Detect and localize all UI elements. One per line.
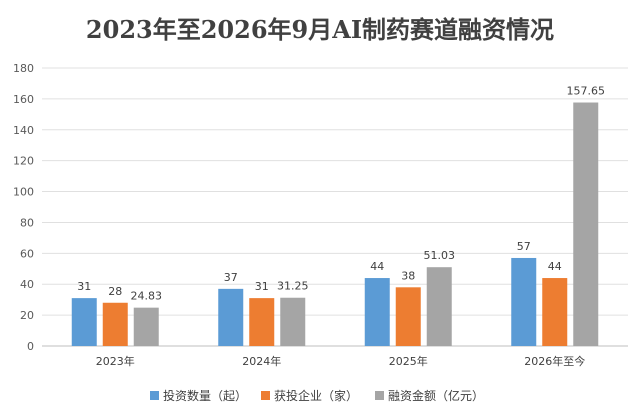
data-label: 57	[517, 240, 531, 253]
x-tick-label: 2025年	[389, 354, 428, 368]
legend-swatch	[375, 391, 384, 400]
data-label: 31.25	[277, 280, 309, 293]
bar	[249, 298, 275, 346]
bar	[542, 278, 568, 346]
bar	[573, 102, 599, 346]
legend-label: 融资金额（亿元）	[388, 388, 484, 403]
bar	[102, 302, 128, 346]
y-axis: 0 20 40 60 80 100 120 140 160 180	[13, 62, 34, 353]
x-axis: 2023年 2024年 2025年 2026年至今	[96, 354, 586, 368]
y-tick-label: 80	[20, 216, 34, 229]
bar	[364, 278, 390, 346]
bars	[71, 102, 599, 346]
y-tick-label: 20	[20, 309, 34, 322]
legend-swatch	[261, 391, 270, 400]
y-tick-label: 40	[20, 278, 34, 291]
data-label: 24.83	[131, 290, 163, 303]
gridlines	[42, 67, 628, 347]
bar	[71, 298, 97, 346]
bar	[133, 307, 159, 346]
data-label: 157.65	[567, 85, 606, 98]
bar	[218, 288, 244, 346]
data-label: 31	[255, 280, 269, 293]
x-tick-label: 2023年	[96, 354, 135, 368]
legend-swatch	[150, 391, 159, 400]
legend: 投资数量（起） 获投企业（家） 融资金额（亿元）	[150, 388, 484, 403]
y-tick-label: 120	[13, 155, 34, 168]
x-tick-label: 2024年	[242, 354, 281, 368]
data-label: 44	[548, 260, 562, 273]
bar	[395, 287, 421, 346]
y-tick-label: 140	[13, 124, 34, 137]
y-tick-label: 0	[27, 340, 34, 353]
data-label: 38	[401, 269, 415, 282]
legend-label: 获投企业（家）	[274, 388, 358, 403]
y-tick-label: 160	[13, 93, 34, 106]
chart-title: 2023年至2026年9月AI制药赛道融资情况	[85, 15, 555, 44]
legend-label: 投资数量（起）	[163, 388, 247, 403]
y-tick-label: 60	[20, 247, 34, 260]
bar	[280, 297, 306, 346]
y-tick-label: 180	[13, 62, 34, 75]
data-label: 44	[370, 260, 384, 273]
bar	[511, 257, 537, 346]
data-label: 28	[108, 285, 122, 298]
bar	[426, 267, 452, 346]
data-label: 37	[224, 271, 238, 284]
x-tick-label: 2026年至今	[524, 354, 585, 368]
data-label: 51.03	[424, 249, 456, 262]
data-label: 31	[77, 280, 91, 293]
data-labels: 31 28 24.83 37 31 31.25 44 38 51.03 57 44 157.65	[77, 85, 605, 303]
y-tick-label: 100	[13, 186, 34, 199]
